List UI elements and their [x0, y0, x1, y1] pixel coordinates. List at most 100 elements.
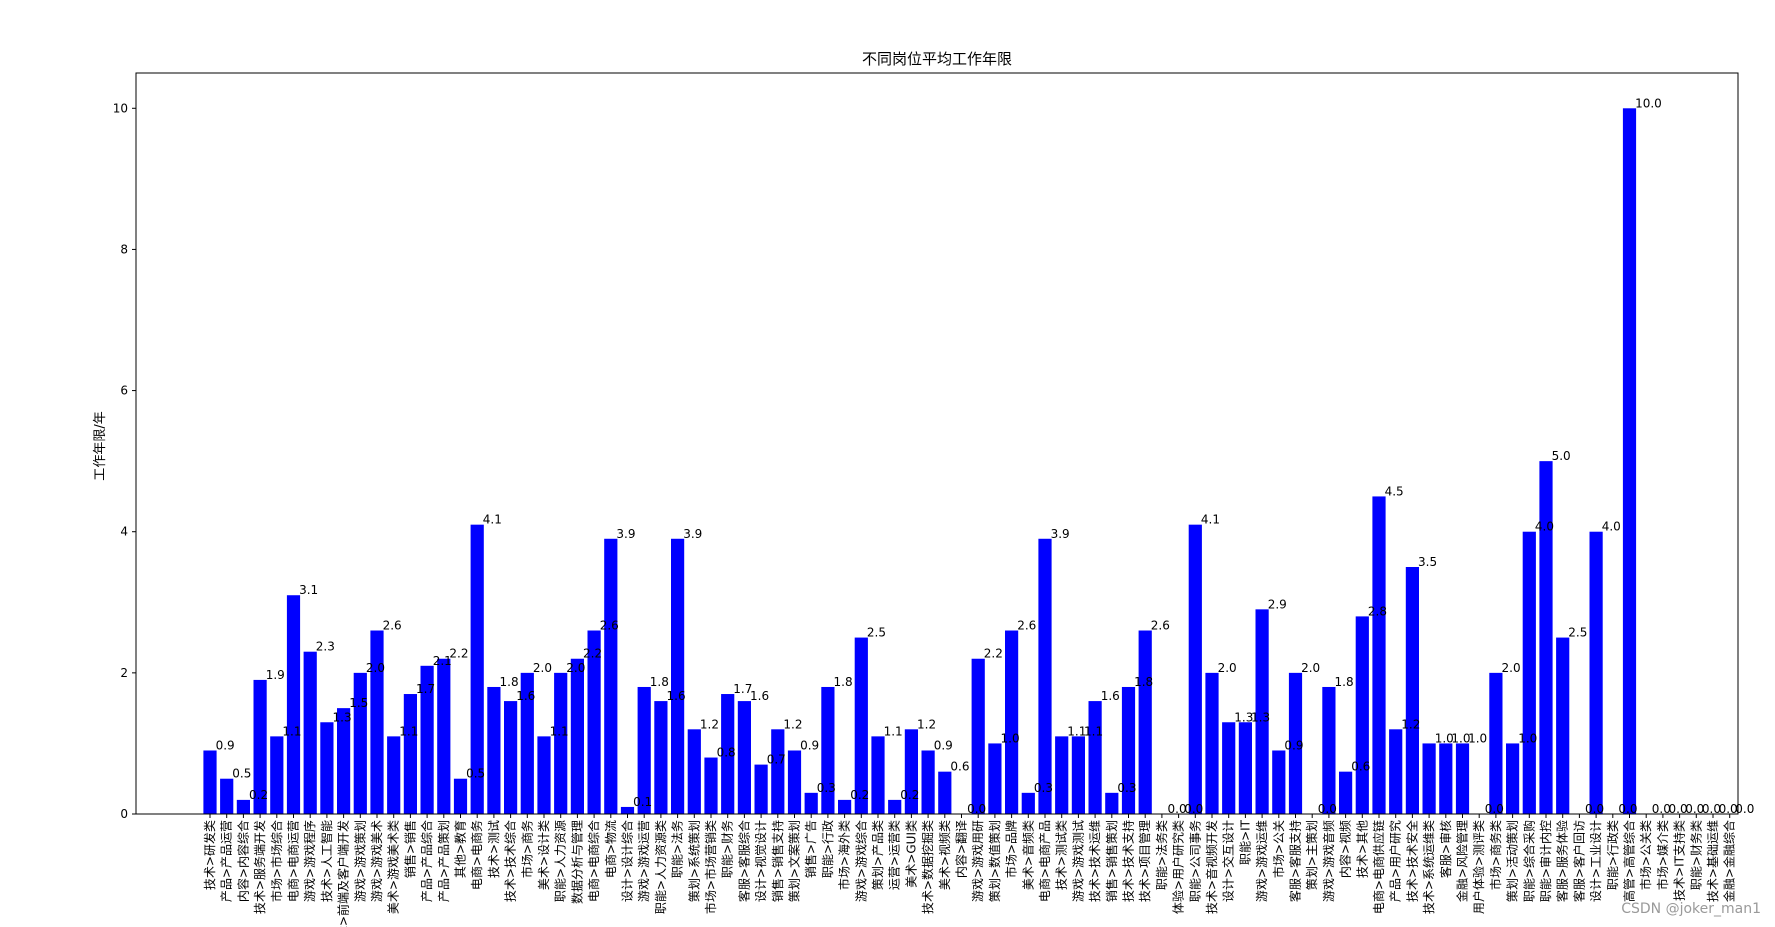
bar-value-label: 2.2 — [449, 647, 468, 661]
x-tick-label: 技术>技术运维 — [1088, 820, 1102, 902]
x-tick-label: 职能>法务类 — [1154, 820, 1169, 890]
bar-value-label: 2.0 — [1502, 661, 1521, 675]
bar — [1422, 743, 1436, 814]
bar-value-label: 1.8 — [500, 675, 519, 689]
x-tick-label: 内容>视频 — [1338, 820, 1353, 878]
bar-value-label: 1.0 — [1468, 731, 1487, 745]
bar — [904, 729, 918, 814]
bar-value-label: 1.0 — [1001, 731, 1020, 745]
bar — [754, 764, 768, 814]
bar-value-label: 4.5 — [1385, 484, 1404, 498]
bar-value-label: 1.6 — [667, 689, 686, 703]
bar-value-label: 1.6 — [750, 689, 769, 703]
x-tick-label: 其他>教育 — [453, 820, 468, 878]
bar — [821, 686, 835, 814]
bar-value-label: 0.9 — [934, 738, 953, 752]
bar-value-label: 0.1 — [633, 795, 652, 809]
x-tick-label: 设计>工业设计 — [1589, 820, 1603, 902]
x-tick-label: 技术>IT支持类 — [1672, 820, 1687, 901]
x-tick-label: 职能>综合采购 — [1521, 820, 1536, 902]
bar-value-label: 1.2 — [700, 717, 719, 731]
bar-value-label: 0.9 — [216, 738, 235, 752]
bar — [353, 672, 367, 814]
bar-value-label: 0.0 — [1719, 802, 1738, 816]
bar — [1021, 792, 1035, 814]
bar-value-label: 0.0 — [1318, 802, 1337, 816]
x-tick-label: 美术>设计类 — [537, 820, 551, 890]
bar-value-label: 1.8 — [1134, 675, 1153, 689]
y-tick-label: 10 — [113, 101, 128, 115]
x-tick-label: 市场>商务类 — [1488, 820, 1503, 890]
x-tick-label: 策划>产品类 — [871, 820, 885, 890]
bar-value-label: 1.5 — [349, 696, 368, 710]
bar — [236, 799, 250, 814]
bar — [1389, 729, 1403, 814]
bar — [988, 743, 1002, 814]
bar-value-label: 2.6 — [1151, 619, 1170, 633]
bar-value-label: 2.5 — [1568, 626, 1587, 640]
bar-value-label: 2.8 — [1368, 604, 1387, 618]
y-tick-label: 8 — [120, 242, 128, 256]
bar-value-label: 2.0 — [533, 661, 552, 675]
bar — [1589, 531, 1603, 814]
bar — [1038, 538, 1052, 814]
bar-value-label: 0.7 — [767, 753, 786, 767]
x-tick-label: 游戏>游戏策划 — [353, 820, 367, 902]
bar-value-label: 3.9 — [1051, 527, 1070, 541]
bar-value-label: 1.3 — [1251, 710, 1270, 724]
bar-value-label: 1.8 — [834, 675, 853, 689]
bar-value-label: 0.2 — [900, 788, 919, 802]
bar-value-label: 1.3 — [1234, 710, 1253, 724]
y-tick-label: 0 — [120, 807, 128, 821]
x-tick-label: 技术>技术安全 — [1404, 820, 1419, 902]
x-tick-label: 市场>市场综合 — [269, 820, 284, 902]
bar-value-label: 1.6 — [1101, 689, 1120, 703]
x-tick-label: 客服>审核 — [1438, 820, 1453, 878]
bar — [871, 736, 885, 814]
x-tick-label: 游戏>游戏音频 — [1321, 820, 1336, 902]
bar — [1339, 771, 1353, 814]
x-tick-label: 体验>用户研究类 — [1171, 820, 1186, 914]
watermark: CSDN @joker_man1 — [1621, 901, 1761, 917]
bar — [554, 672, 568, 814]
bar — [387, 736, 401, 814]
bar-value-label: 2.2 — [583, 647, 602, 661]
bar-value-label: 2.9 — [1268, 597, 1287, 611]
x-tick-label: 技术>音视频开发 — [1204, 820, 1219, 914]
x-tick-label: 策划>文案策划 — [787, 820, 802, 902]
chart-title: 不同岗位平均工作年限 — [862, 50, 1012, 68]
bar-value-label: 1.1 — [282, 724, 301, 738]
x-tick-label: 技术>项目管理 — [1137, 820, 1152, 902]
bar-value-label: 2.6 — [600, 619, 619, 633]
x-tick-label: 用户体验>测评类 — [1471, 820, 1486, 914]
bar — [704, 757, 718, 814]
bar — [403, 694, 417, 814]
bar-value-label: 5.0 — [1552, 449, 1571, 463]
y-tick-label: 6 — [120, 384, 128, 398]
x-tick-label: 设计>交互设计 — [1221, 820, 1236, 902]
x-tick-label: 数据分析与管理 — [569, 820, 584, 904]
y-axis-label: 工作年限/年 — [93, 411, 108, 480]
bar — [470, 524, 484, 814]
bar-value-label: 0.3 — [817, 781, 836, 795]
x-tick-label: 美术>游戏美术类 — [387, 820, 401, 914]
bar — [270, 736, 284, 814]
x-tick-label: 职能>IT — [1238, 819, 1252, 865]
x-tick-label: 职能>财务 — [720, 820, 735, 878]
x-tick-label: 市场>公关类 — [1638, 820, 1653, 890]
bar-value-label: 0.0 — [1168, 802, 1187, 816]
bar — [587, 630, 601, 814]
x-tick-label: 内容>翻译 — [954, 820, 969, 878]
bar — [671, 538, 685, 814]
x-tick-label: 技术>研发类 — [202, 820, 217, 890]
bar — [1405, 567, 1419, 814]
bar — [620, 806, 635, 814]
bar — [888, 799, 902, 814]
bar — [1288, 672, 1303, 814]
bar-value-label: 3.1 — [299, 583, 318, 597]
x-tick-label: 电商>电商务 — [469, 820, 484, 890]
x-tick-label: 客服>客服支持 — [1288, 820, 1303, 902]
x-tick-label: 技术>基础运维 — [1706, 820, 1720, 902]
bar-value-label: 2.3 — [316, 640, 335, 654]
x-tick-label: 产品>用户研究 — [1388, 820, 1403, 902]
